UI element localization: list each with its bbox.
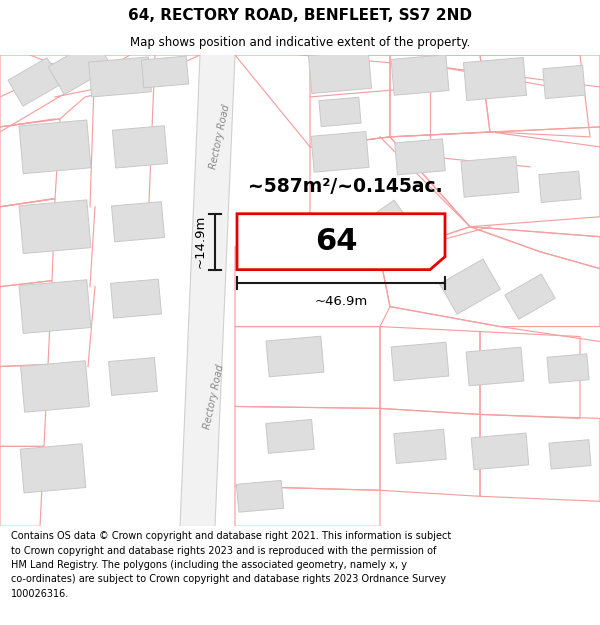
Polygon shape	[308, 51, 371, 94]
Polygon shape	[463, 58, 527, 101]
Polygon shape	[391, 54, 449, 95]
Text: Rectory Road: Rectory Road	[208, 104, 232, 170]
Polygon shape	[237, 214, 445, 269]
Polygon shape	[112, 202, 164, 242]
Polygon shape	[20, 361, 89, 412]
Polygon shape	[19, 120, 91, 174]
Text: Rectory Road: Rectory Road	[202, 363, 226, 430]
Polygon shape	[461, 156, 519, 197]
Text: ~14.9m: ~14.9m	[194, 215, 207, 268]
Polygon shape	[394, 429, 446, 464]
Polygon shape	[20, 444, 86, 493]
Polygon shape	[89, 57, 151, 97]
Polygon shape	[110, 279, 161, 318]
Polygon shape	[549, 440, 591, 469]
Polygon shape	[112, 126, 167, 168]
Polygon shape	[236, 481, 284, 512]
Polygon shape	[319, 98, 361, 127]
Text: 64, RECTORY ROAD, BENFLEET, SS7 2ND: 64, RECTORY ROAD, BENFLEET, SS7 2ND	[128, 8, 472, 23]
Polygon shape	[109, 357, 157, 396]
Polygon shape	[19, 200, 91, 254]
Polygon shape	[8, 58, 62, 106]
Polygon shape	[266, 336, 324, 377]
Text: Contains OS data © Crown copyright and database right 2021. This information is : Contains OS data © Crown copyright and d…	[11, 531, 451, 599]
Polygon shape	[505, 274, 555, 319]
Polygon shape	[395, 139, 445, 175]
Text: Map shows position and indicative extent of the property.: Map shows position and indicative extent…	[130, 36, 470, 49]
Polygon shape	[440, 259, 500, 314]
Polygon shape	[466, 348, 524, 386]
Text: ~46.9m: ~46.9m	[314, 294, 368, 308]
Polygon shape	[180, 55, 235, 526]
Polygon shape	[48, 39, 112, 94]
Polygon shape	[361, 200, 409, 243]
Polygon shape	[547, 354, 589, 383]
Polygon shape	[391, 342, 449, 381]
Polygon shape	[471, 433, 529, 469]
Text: ~587m²/~0.145ac.: ~587m²/~0.145ac.	[248, 177, 443, 196]
Polygon shape	[543, 65, 585, 99]
Text: 64: 64	[315, 228, 357, 256]
Polygon shape	[19, 280, 91, 333]
Polygon shape	[311, 131, 369, 172]
Polygon shape	[142, 56, 188, 88]
Polygon shape	[266, 419, 314, 453]
Polygon shape	[539, 171, 581, 202]
